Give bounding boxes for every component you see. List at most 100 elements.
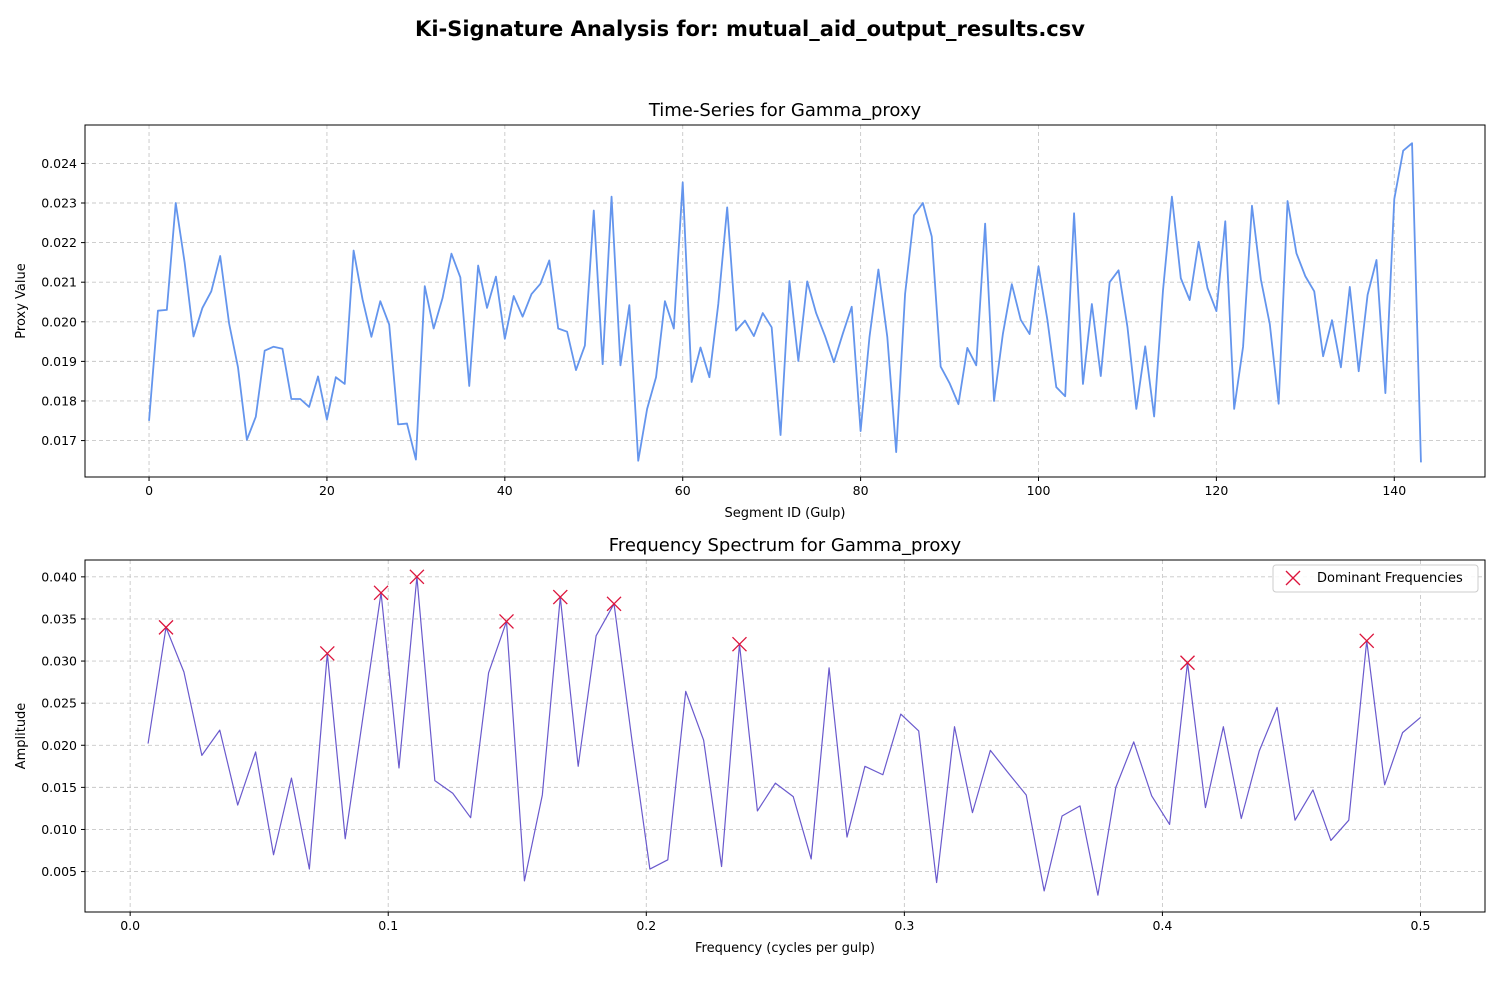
x-tick-label: 0.2 [636,918,656,933]
y-tick-label: 0.017 [41,433,77,448]
time-series-point [673,327,675,329]
time-series-point [931,235,933,237]
spectrum-point [344,838,346,840]
spectrum-point [290,777,292,779]
time-series-point [272,346,274,348]
spectrum-point [649,868,651,870]
time-series-point [922,202,924,204]
dominant-frequency-marker [499,614,514,629]
time-series-title: Time-Series for Gamma_proxy [648,100,922,121]
y-tick-label: 0.023 [41,196,77,211]
time-series-point [1046,319,1048,321]
x-tick-label: 0.4 [1152,918,1172,933]
spectrum-point [864,765,866,767]
spectrum-point [1401,731,1403,733]
spectrum-point [577,765,579,767]
figure-title: Ki-Signature Analysis for: mutual_aid_ou… [415,17,1085,41]
legend-label: Dominant Frequencies [1317,571,1463,586]
spectrum-point [237,804,239,806]
time-series-point [1100,375,1102,377]
time-series-point [432,327,434,329]
time-series-point [1037,265,1039,267]
time-series-point [1144,345,1146,347]
spectrum-point [1240,817,1242,819]
time-series-point [468,385,470,387]
time-series-point [966,347,968,349]
y-tick-label: 0.030 [41,654,77,669]
spectrum-grid [85,560,1485,912]
time-series-point [628,304,630,306]
time-series-point [1064,395,1066,397]
time-series-point [441,297,443,299]
time-series-point [255,416,257,418]
time-series-point [192,335,194,337]
y-tick-label: 0.020 [41,738,77,753]
time-series-point [424,285,426,287]
time-series-point [690,381,692,383]
time-series-point [1420,461,1422,463]
time-series-point [1349,286,1351,288]
spectrum-point [1007,772,1009,774]
spectrum-point [720,865,722,867]
time-series-point [957,403,959,405]
time-series-point [246,439,248,441]
time-series-point [646,408,648,410]
time-series-point [913,214,915,216]
dominant-frequency-marker [732,636,747,652]
spectrum-point [792,795,794,797]
time-series-point [824,335,826,337]
time-series-point [317,375,319,377]
time-series-point [1108,281,1110,283]
spectrum-point [362,715,364,717]
time-series-point [1384,392,1386,394]
time-series-point [993,400,995,402]
spectrum-point [1222,726,1224,728]
y-tick-label: 0.019 [41,354,77,369]
time-series-point [877,268,879,270]
time-series-point [1197,241,1199,243]
x-tick-label: 20 [319,483,335,498]
x-tick-label: 120 [1204,483,1228,498]
spectrum-point [882,774,884,776]
time-series-point [584,344,586,346]
spectrum-point [219,729,221,731]
spectrum-point [469,816,471,818]
spectrum-axes-frame [84,559,1486,913]
time-series-x-label: Segment ID (Gulp) [725,506,846,521]
y-tick-label: 0.022 [41,235,77,250]
spectrum-point [1294,819,1296,821]
x-tick-label: 0.5 [1411,918,1431,933]
time-series-point [1028,333,1030,335]
time-series-point [513,295,515,297]
legend: Dominant Frequencies [1272,564,1479,593]
dominant-frequency-marker [552,589,568,605]
time-series-point [1331,319,1333,321]
time-series-point [975,364,977,366]
time-series-point [886,336,888,338]
spectrum-point [1168,823,1170,825]
time-series-point [655,376,657,378]
time-series-point [450,252,452,254]
time-series-point [1224,220,1226,222]
time-series-point [166,309,168,311]
time-series-point [1082,383,1084,385]
spectrum-y-label: Amplitude [14,703,29,770]
spectrum-point [1383,784,1385,786]
time-series-point [868,336,870,338]
time-series-point [486,307,488,309]
spectrum-point [918,730,920,732]
time-series-point [237,366,239,368]
time-series-y-label: Proxy Value [14,263,29,338]
time-series-point [1233,408,1235,410]
time-series-point [415,458,417,460]
time-series-point [299,398,301,400]
time-series-point [1073,212,1075,214]
y-tick-label: 0.040 [41,569,77,584]
dominant-frequency-marker [319,646,335,661]
dominant-frequency-marker [1359,633,1375,649]
time-series-point [762,312,764,314]
spectrum-point [434,779,436,781]
spectrum-x-ticks: 0.0 0.1 0.2 0.3 0.4 0.5 [120,912,1430,933]
y-tick-label: 0.021 [41,275,77,290]
